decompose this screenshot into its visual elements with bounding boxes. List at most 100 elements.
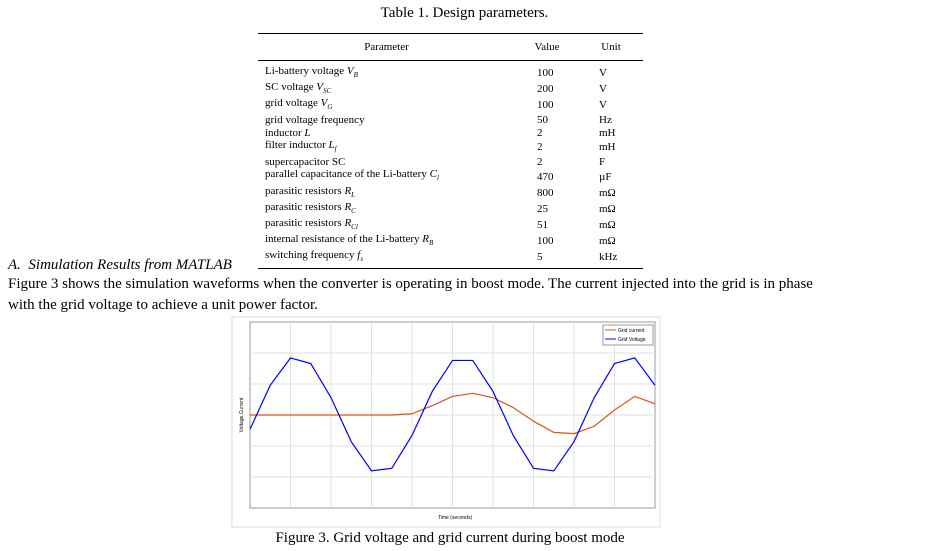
value-cell: 100 bbox=[537, 67, 554, 80]
table-row: inductor L 2 mH bbox=[258, 126, 643, 139]
parameter-symbol: L bbox=[304, 126, 311, 139]
table-row: parasitic resistors RCl 51 mΩ bbox=[258, 217, 643, 233]
parameter-symbol: V bbox=[320, 97, 328, 110]
unit-cell: kHz bbox=[579, 249, 643, 269]
parameter-subscript: f bbox=[334, 145, 337, 154]
parameter-name: switching frequency bbox=[265, 249, 355, 262]
parameter-subscript: G bbox=[327, 103, 333, 112]
table-row: parasitic resistors RL 800 mΩ bbox=[258, 185, 643, 201]
parameter-cell: internal resistance of the Li-battery RB bbox=[258, 233, 515, 249]
table-row: Li-battery voltage VB 100 V bbox=[258, 61, 643, 82]
column-header: Value bbox=[515, 33, 579, 61]
parameter-subscript: B bbox=[429, 239, 434, 248]
table-row: switching frequency fs 5 kHz bbox=[258, 249, 643, 269]
parameter-cell: filter inductor Lf bbox=[258, 139, 515, 155]
value-cell: 25 bbox=[537, 202, 548, 215]
y-axis-label: Voltage,Current bbox=[239, 397, 245, 432]
parameter-cell: supercapacitor SC bbox=[258, 156, 515, 169]
unit-cell: mH bbox=[599, 126, 616, 139]
unit-cell: V bbox=[599, 99, 607, 112]
unit-cell: mΩ bbox=[599, 186, 616, 199]
unit-cell: F bbox=[599, 155, 606, 168]
parameter-name: grid voltage frequency bbox=[265, 114, 365, 126]
value-cell: 800 bbox=[537, 186, 554, 199]
parameter-cell: switching frequency fs bbox=[258, 249, 515, 269]
unit-cell: mH bbox=[599, 141, 616, 154]
unit-cell: V bbox=[599, 83, 607, 96]
value-cell: 2 bbox=[537, 141, 543, 154]
parameter-name: parallel capacitance of the Li-battery bbox=[265, 168, 427, 181]
parameter-name: inductor bbox=[265, 126, 302, 139]
parameter-name: internal resistance of the Li-battery bbox=[265, 233, 420, 246]
data-line bbox=[250, 392, 656, 435]
parameter-subscript: s bbox=[360, 255, 364, 264]
value-cell: 2 bbox=[537, 126, 543, 139]
unit-cell: mΩ bbox=[599, 235, 616, 248]
table-row: parasitic resistors RC 25 mΩ bbox=[258, 201, 643, 217]
parameter-cell: parasitic resistors RC bbox=[258, 201, 515, 217]
parameter-subscript: SC bbox=[323, 87, 332, 96]
x-axis-label: Time (seconds) bbox=[438, 515, 473, 521]
value-cell: 100 bbox=[537, 235, 554, 248]
parameter-table: Parameter Value Unit Li-battery voltage … bbox=[258, 33, 643, 269]
parameter-symbol: V bbox=[316, 81, 324, 94]
table-row: supercapacitor SC 2 F bbox=[258, 156, 643, 169]
legend-label: Grid Voltage bbox=[618, 337, 646, 343]
data-line bbox=[249, 357, 656, 472]
table-row: grid voltage frequency 50 Hz bbox=[258, 114, 643, 127]
parameter-cell: inductor L bbox=[258, 126, 515, 139]
parameter-name: parasitic resistors bbox=[265, 200, 342, 213]
section-heading: A. Simulation Results from MATLAB bbox=[8, 257, 232, 274]
value-cell: 100 bbox=[537, 99, 554, 112]
parameter-name: supercapacitor SC bbox=[265, 155, 346, 168]
table-row: filter inductor Lf 2 mH bbox=[258, 139, 643, 155]
value-cell: 470 bbox=[537, 170, 554, 183]
parameter-symbol: R bbox=[344, 184, 352, 197]
parameter-symbol: V bbox=[346, 65, 354, 77]
parameter-symbol: C bbox=[429, 168, 437, 181]
table-row: grid voltage VG 100 V bbox=[258, 97, 643, 113]
parameter-subscript: Cl bbox=[351, 223, 358, 232]
table-row: internal resistance of the Li-battery RB… bbox=[258, 233, 643, 249]
parameter-cell: parasitic resistors RL bbox=[258, 185, 515, 201]
parameter-subscript: B bbox=[353, 71, 358, 80]
parameter-subscript: C bbox=[351, 206, 356, 215]
parameter-cell: SC voltage VSC bbox=[258, 81, 515, 97]
value-cell: 5 bbox=[515, 249, 579, 269]
value-cell: 51 bbox=[537, 219, 548, 232]
parameter-name: Li-battery voltage bbox=[265, 65, 345, 77]
section-label: A. bbox=[8, 257, 21, 273]
table-title: Table 1. Design parameters. bbox=[380, 5, 549, 21]
legend-label: Grid current bbox=[618, 328, 645, 334]
unit-cell: µF bbox=[599, 170, 612, 183]
unit-cell: Hz bbox=[599, 114, 612, 126]
parameter-subscript: L bbox=[351, 190, 356, 199]
table-row: parallel capacitance of the Li-battery C… bbox=[258, 168, 643, 184]
parameter-cell: parallel capacitance of the Li-battery C… bbox=[258, 168, 515, 184]
parameter-subscript: l bbox=[436, 174, 439, 183]
table-row: SC voltage VSC 200 V bbox=[258, 81, 643, 97]
paragraph-line: with the grid voltage to achieve a unit … bbox=[8, 297, 318, 313]
column-header: Unit bbox=[579, 33, 643, 61]
figure-caption: Figure 3. Grid voltage and grid current … bbox=[275, 530, 624, 546]
unit-cell: mΩ bbox=[599, 202, 616, 215]
unit-cell: mΩ bbox=[599, 219, 616, 232]
parameter-symbol: f bbox=[357, 249, 361, 262]
parameter-cell: grid voltage frequency bbox=[258, 114, 515, 127]
parameter-name: parasitic resistors bbox=[265, 216, 342, 229]
section-title: Simulation Results from MATLAB bbox=[28, 257, 232, 273]
paragraph-line: Figure 3 shows the simulation waveforms … bbox=[8, 276, 813, 292]
parameter-symbol: L bbox=[328, 139, 335, 152]
value-cell: 2 bbox=[537, 155, 543, 168]
parameter-cell: parasitic resistors RCl bbox=[258, 217, 515, 233]
parameter-symbol: R bbox=[344, 200, 352, 213]
value-cell: 50 bbox=[537, 114, 548, 126]
parameter-cell: grid voltage VG bbox=[258, 97, 515, 113]
parameter-symbol: R bbox=[422, 233, 430, 246]
parameter-name: filter inductor bbox=[265, 139, 326, 152]
parameter-name: parasitic resistors bbox=[265, 184, 342, 197]
parameter-name: SC voltage bbox=[265, 81, 314, 94]
parameter-symbol: R bbox=[344, 216, 352, 229]
parameter-cell: Li-battery voltage VB bbox=[258, 61, 515, 82]
